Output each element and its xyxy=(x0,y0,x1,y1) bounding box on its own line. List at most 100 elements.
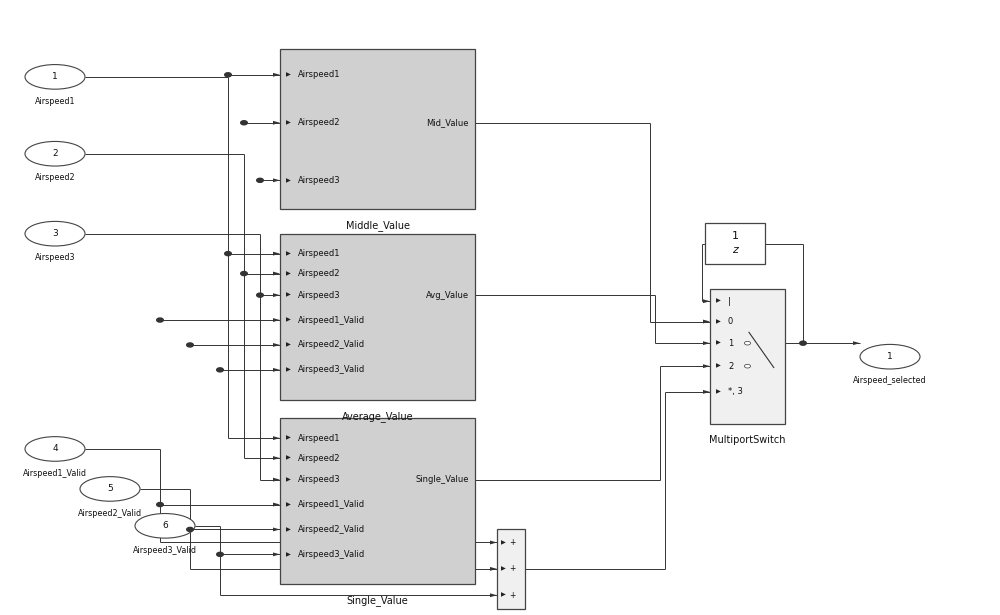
Text: Airspeed1: Airspeed1 xyxy=(35,97,75,106)
Text: +: + xyxy=(509,591,516,600)
Text: ▶: ▶ xyxy=(286,552,291,557)
Polygon shape xyxy=(490,541,497,544)
FancyBboxPatch shape xyxy=(710,289,785,424)
Text: |: | xyxy=(728,296,731,306)
Text: Airspeed3: Airspeed3 xyxy=(298,475,341,484)
Text: ▶: ▶ xyxy=(716,341,721,346)
Text: Airspeed1: Airspeed1 xyxy=(298,434,341,443)
Polygon shape xyxy=(273,318,280,322)
Text: ▶: ▶ xyxy=(286,271,291,276)
Polygon shape xyxy=(853,341,860,345)
Text: Airspeed1_Valid: Airspeed1_Valid xyxy=(298,315,365,325)
Text: ▶: ▶ xyxy=(716,319,721,324)
Circle shape xyxy=(225,252,231,256)
Circle shape xyxy=(744,364,750,368)
Text: ▶: ▶ xyxy=(716,389,721,394)
Polygon shape xyxy=(273,73,280,77)
Text: Middle_Value: Middle_Value xyxy=(346,220,410,231)
Polygon shape xyxy=(273,368,280,372)
FancyBboxPatch shape xyxy=(705,223,765,264)
Circle shape xyxy=(744,341,750,345)
Polygon shape xyxy=(273,436,280,440)
Text: ▶: ▶ xyxy=(286,73,291,77)
Text: ▶: ▶ xyxy=(286,527,291,532)
Circle shape xyxy=(257,293,263,297)
Circle shape xyxy=(225,73,231,77)
Text: ▶: ▶ xyxy=(286,456,291,461)
Text: Airspeed2_Valid: Airspeed2_Valid xyxy=(78,509,142,518)
Polygon shape xyxy=(273,456,280,460)
FancyBboxPatch shape xyxy=(497,529,525,609)
Polygon shape xyxy=(273,343,280,347)
Text: ▶: ▶ xyxy=(716,299,721,304)
Text: Airspeed2_Valid: Airspeed2_Valid xyxy=(298,341,365,349)
Polygon shape xyxy=(490,567,497,571)
Circle shape xyxy=(217,552,223,557)
Text: Airspeed1: Airspeed1 xyxy=(298,249,341,258)
Circle shape xyxy=(157,502,163,507)
Text: ▶: ▶ xyxy=(501,593,506,598)
Text: ▶: ▶ xyxy=(501,540,506,545)
Polygon shape xyxy=(703,341,710,345)
Text: 1: 1 xyxy=(732,231,738,241)
Text: ▶: ▶ xyxy=(286,502,291,507)
Text: MultiportSwitch: MultiportSwitch xyxy=(709,435,786,445)
Text: ▶: ▶ xyxy=(286,251,291,256)
FancyBboxPatch shape xyxy=(280,418,475,584)
Text: Single_Value: Single_Value xyxy=(416,475,469,484)
Text: ▶: ▶ xyxy=(286,435,291,440)
Text: Airspeed1_Valid: Airspeed1_Valid xyxy=(298,500,365,509)
Text: Avg_Value: Avg_Value xyxy=(426,291,469,300)
Text: Airspeed2: Airspeed2 xyxy=(35,173,75,183)
Text: ▶: ▶ xyxy=(286,367,291,372)
Circle shape xyxy=(157,318,163,322)
Polygon shape xyxy=(703,390,710,394)
Polygon shape xyxy=(703,320,710,323)
Polygon shape xyxy=(703,300,710,303)
Ellipse shape xyxy=(860,344,920,369)
Text: ▶: ▶ xyxy=(501,566,506,571)
Text: Average_Value: Average_Value xyxy=(342,411,413,422)
Text: Airspeed2: Airspeed2 xyxy=(298,269,341,278)
FancyBboxPatch shape xyxy=(280,234,475,400)
Polygon shape xyxy=(273,478,280,482)
Ellipse shape xyxy=(135,514,195,538)
Text: Airspeed2_Valid: Airspeed2_Valid xyxy=(298,525,365,534)
Circle shape xyxy=(257,178,263,183)
Text: Airspeed3_Valid: Airspeed3_Valid xyxy=(133,546,197,555)
Text: Airspeed2: Airspeed2 xyxy=(298,453,341,462)
Text: Airspeed3_Valid: Airspeed3_Valid xyxy=(298,550,365,559)
Text: Mid_Value: Mid_Value xyxy=(426,118,469,127)
Polygon shape xyxy=(273,293,280,297)
Text: ▶: ▶ xyxy=(286,178,291,183)
Text: Airspeed3: Airspeed3 xyxy=(298,291,341,300)
Circle shape xyxy=(241,121,247,125)
Polygon shape xyxy=(273,272,280,276)
Text: ▶: ▶ xyxy=(286,293,291,298)
Polygon shape xyxy=(273,552,280,557)
Text: 1: 1 xyxy=(887,352,893,361)
Text: Airspeed1_Valid: Airspeed1_Valid xyxy=(23,469,87,478)
Text: 3: 3 xyxy=(52,229,58,238)
Circle shape xyxy=(217,368,223,372)
Polygon shape xyxy=(273,178,280,182)
Text: +: + xyxy=(509,538,516,547)
Polygon shape xyxy=(273,252,280,256)
Ellipse shape xyxy=(25,221,85,246)
Text: 1: 1 xyxy=(728,339,733,347)
Text: ▶: ▶ xyxy=(286,477,291,482)
Text: Airspeed3_Valid: Airspeed3_Valid xyxy=(298,365,365,375)
Text: Airspeed_selected: Airspeed_selected xyxy=(853,376,927,386)
Text: +: + xyxy=(509,565,516,573)
Text: z: z xyxy=(732,245,738,255)
Text: Airspeed3: Airspeed3 xyxy=(35,253,75,263)
Text: 0: 0 xyxy=(728,317,733,326)
Text: Airspeed3: Airspeed3 xyxy=(298,176,341,185)
Circle shape xyxy=(187,528,193,531)
Ellipse shape xyxy=(25,437,85,461)
Text: 2: 2 xyxy=(52,149,58,158)
FancyBboxPatch shape xyxy=(280,49,475,209)
Text: ▶: ▶ xyxy=(286,121,291,125)
Text: Airspeed1: Airspeed1 xyxy=(298,70,341,79)
Text: Single_Value: Single_Value xyxy=(347,595,408,606)
